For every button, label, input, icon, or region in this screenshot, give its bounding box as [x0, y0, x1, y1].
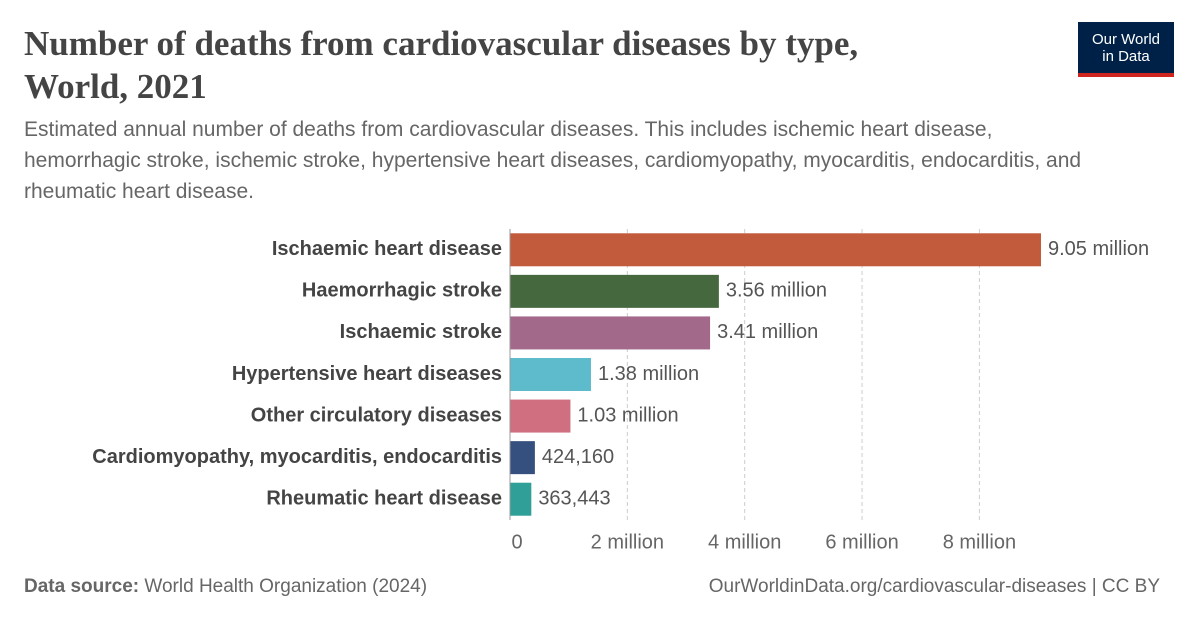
value-label: 3.56 million [726, 280, 827, 302]
category-label: Haemorrhagic stroke [302, 280, 502, 302]
bar [510, 482, 532, 516]
chart-title: Number of deaths from cardiovascular dis… [24, 24, 859, 106]
bar [510, 274, 719, 308]
value-label: 1.38 million [598, 363, 699, 385]
bar [510, 233, 1041, 267]
bar [510, 316, 711, 350]
footer-url[interactable]: OurWorldinData.org/cardiovascular-diseas… [708, 576, 1160, 597]
category-label: Other circulatory diseases [251, 404, 502, 426]
value-label: 3.41 million [717, 321, 818, 343]
category-label: Rheumatic heart disease [266, 487, 502, 509]
footer-source: Data source: World Health Organization (… [24, 576, 427, 598]
chart-subtitle: Estimated annual number of deaths from c… [24, 118, 1082, 203]
x-tick-label: 2 million [591, 531, 664, 553]
category-label: Hypertensive heart diseases [232, 363, 502, 385]
bar [510, 399, 571, 433]
logo[interactable]: Our World in Data [1078, 22, 1174, 77]
x-tick-label: 0 [511, 531, 522, 553]
x-tick-label: 8 million [943, 531, 1016, 553]
value-label: 363,443 [538, 487, 610, 509]
category-label: Cardiomyopathy, myocarditis, endocarditi… [92, 446, 502, 468]
logo-text: in Data [1102, 48, 1150, 65]
logo-text: Our World [1091, 31, 1161, 48]
bar [510, 441, 535, 475]
x-tick-label: 4 million [708, 531, 781, 553]
category-label: Ischaemic heart disease [272, 238, 502, 260]
value-label: 9.05 million [1048, 238, 1149, 260]
x-tick-label: 6 million [825, 531, 898, 553]
value-label: 1.03 million [577, 404, 678, 426]
value-label: 424,160 [542, 446, 614, 468]
bar [510, 358, 591, 391]
category-label: Ischaemic stroke [340, 321, 502, 343]
source: World Health Organization (2024) [144, 576, 428, 597]
source-label: Data source: [24, 576, 140, 597]
